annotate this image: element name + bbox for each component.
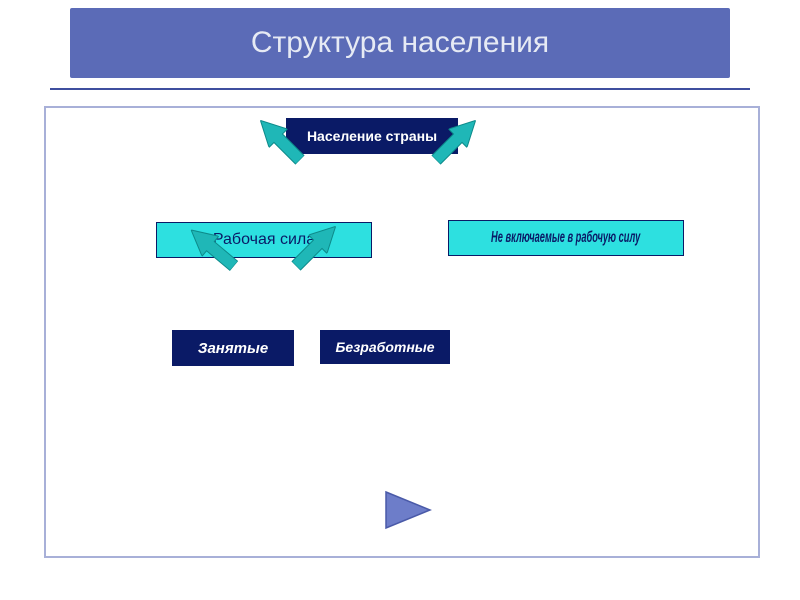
play-icon xyxy=(380,488,436,532)
node-unemployed: Безработные xyxy=(320,330,450,364)
node-not_included: Не включаемые в рабочую силу xyxy=(448,220,684,256)
node-population-label: Население страны xyxy=(307,128,437,144)
node-employed: Занятые xyxy=(172,330,294,366)
node-not_included-label: Не включаемые в рабочую силу xyxy=(491,229,640,247)
title-bar: Структура населения xyxy=(70,8,730,78)
node-unemployed-label: Безработные xyxy=(335,339,434,355)
title-underline xyxy=(50,88,750,90)
page-title: Структура населения xyxy=(251,26,549,60)
next-slide-button[interactable] xyxy=(380,488,436,532)
slide: Структура населения Население страныРабо… xyxy=(0,0,800,600)
node-employed-label: Занятые xyxy=(198,340,268,357)
